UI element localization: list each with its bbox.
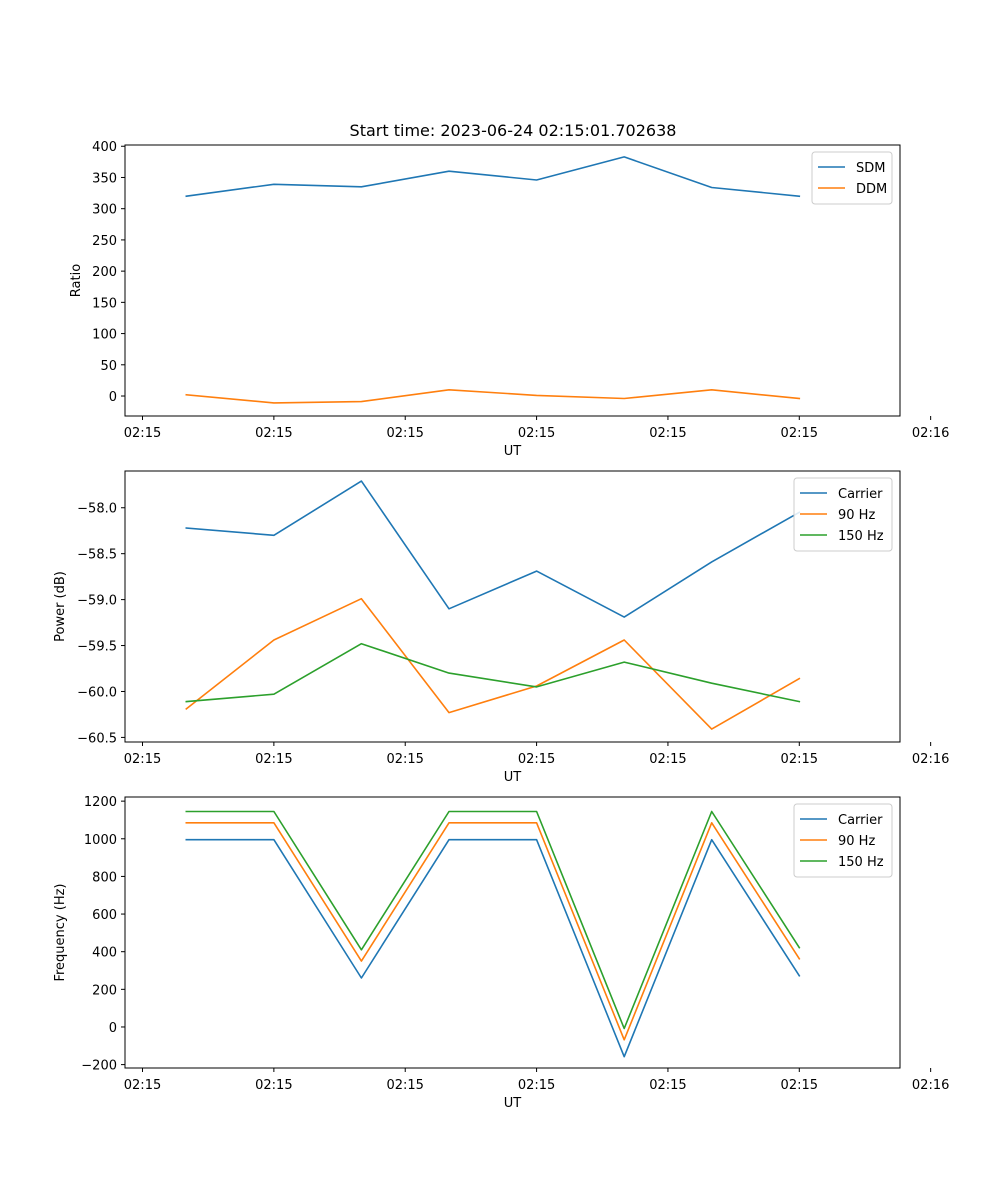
axes-frame bbox=[124, 470, 901, 743]
series-line-90-hz bbox=[185, 597, 801, 730]
x-tick-label: 02:15 bbox=[255, 1078, 292, 1093]
legend: Carrier 90 Hz 150 Hz bbox=[793, 477, 893, 552]
series-line-carrier bbox=[185, 838, 801, 1058]
y-tick-label: 0 bbox=[109, 390, 117, 405]
axes-frame bbox=[124, 144, 901, 417]
y-tick-label: 150 bbox=[92, 296, 117, 311]
x-axis-label: UT bbox=[504, 444, 522, 459]
x-axis-label: UT bbox=[504, 770, 522, 785]
x-tick-label: 02:15 bbox=[518, 426, 555, 441]
x-tick-label: 02:15 bbox=[255, 752, 292, 767]
y-axis-label: Power (dB) bbox=[53, 571, 68, 642]
y-tick-label: −58.0 bbox=[77, 502, 117, 517]
x-tick-label: 02:15 bbox=[649, 1078, 686, 1093]
y-tick-label: 200 bbox=[92, 265, 117, 280]
x-tick-label: 02:15 bbox=[124, 752, 161, 767]
y-tick-label: 0 bbox=[109, 1021, 117, 1036]
x-tick-label: 02:15 bbox=[649, 426, 686, 441]
y-axis-label: Frequency (Hz) bbox=[53, 883, 68, 981]
legend-entry: 90 Hz bbox=[838, 508, 875, 523]
series-line-150-hz bbox=[185, 642, 801, 703]
x-tick-label: 02:15 bbox=[518, 1078, 555, 1093]
series-line-carrier bbox=[185, 480, 801, 618]
legend-box bbox=[811, 151, 893, 205]
y-tick-label: 1200 bbox=[84, 795, 117, 810]
x-axis-label: UT bbox=[504, 1096, 522, 1111]
legend-entry: 90 Hz bbox=[838, 834, 875, 849]
y-tick-label: 300 bbox=[92, 203, 117, 218]
x-tick-label: 02:15 bbox=[124, 1078, 161, 1093]
x-tick-label: 02:16 bbox=[912, 1078, 949, 1093]
y-tick-label: 400 bbox=[92, 946, 117, 961]
x-tick-label: 02:16 bbox=[912, 426, 949, 441]
y-tick-label: −200 bbox=[81, 1059, 117, 1074]
legend-entry: DDM bbox=[856, 182, 887, 197]
y-tick-label: 200 bbox=[92, 983, 117, 998]
y-tick-label: −59.5 bbox=[77, 640, 117, 655]
x-tick-label: 02:15 bbox=[255, 426, 292, 441]
y-tick-label: −60.5 bbox=[77, 731, 117, 746]
legend-entry: Carrier bbox=[838, 813, 883, 828]
x-tick-label: 02:15 bbox=[386, 426, 423, 441]
x-tick-label: 02:15 bbox=[518, 752, 555, 767]
x-tick-label: 02:16 bbox=[912, 752, 949, 767]
series-line-150-hz bbox=[185, 810, 801, 1030]
y-tick-label: 250 bbox=[92, 234, 117, 249]
legend-entry: Carrier bbox=[838, 487, 883, 502]
y-tick-label: 1000 bbox=[84, 833, 117, 848]
panel-2: 02:15 02:15 02:15 02:15 02:15 02:15 02:16 −60.5… bbox=[53, 470, 949, 785]
y-axis-label: Ratio bbox=[69, 264, 84, 297]
x-tick-label: 02:15 bbox=[781, 752, 818, 767]
legend: SDM DDM bbox=[811, 151, 893, 205]
legend-entry: 150 Hz bbox=[838, 529, 884, 544]
axes-frame bbox=[124, 796, 901, 1069]
y-tick-label: −60.0 bbox=[77, 685, 117, 700]
y-tick-label: −59.0 bbox=[77, 594, 117, 609]
x-tick-label: 02:15 bbox=[124, 426, 161, 441]
y-tick-label: 350 bbox=[92, 171, 117, 186]
x-tick-label: 02:15 bbox=[386, 752, 423, 767]
y-tick-label: 800 bbox=[92, 870, 117, 885]
legend-box bbox=[793, 803, 893, 878]
legend-box bbox=[793, 477, 893, 552]
y-tick-label: 400 bbox=[92, 140, 117, 155]
x-tick-label: 02:15 bbox=[781, 426, 818, 441]
x-tick-label: 02:15 bbox=[781, 1078, 818, 1093]
x-tick-label: 02:15 bbox=[649, 752, 686, 767]
series-line-sdm bbox=[185, 156, 801, 198]
panel-1: 02:15 02:15 02:15 02:15 02:15 02:15 02:16 0 50 10… bbox=[69, 140, 949, 459]
series-line-ddm bbox=[185, 388, 801, 404]
legend-entry: SDM bbox=[856, 161, 885, 176]
x-tick-label: 02:15 bbox=[386, 1078, 423, 1093]
panel-3: 02:15 02:15 02:15 02:15 02:15 02:15 02:16 −200 0… bbox=[53, 795, 949, 1111]
chart-title: Start time: 2023-06-24 02:15:01.702638 bbox=[350, 121, 677, 140]
legend-entry: 150 Hz bbox=[838, 855, 884, 870]
y-tick-label: 50 bbox=[100, 359, 117, 374]
series-line-90-hz bbox=[185, 821, 801, 1041]
legend: Carrier 90 Hz 150 Hz bbox=[793, 803, 893, 878]
y-tick-label: 600 bbox=[92, 908, 117, 923]
y-tick-label: −58.5 bbox=[77, 548, 117, 563]
y-tick-label: 100 bbox=[92, 328, 117, 343]
